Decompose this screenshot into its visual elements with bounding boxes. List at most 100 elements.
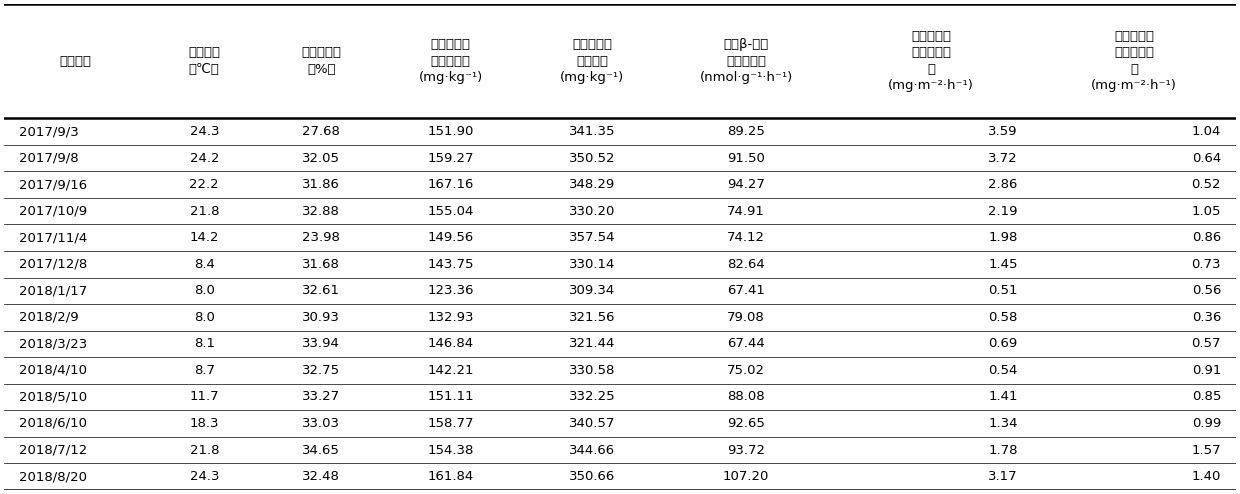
- Text: 74.91: 74.91: [728, 205, 765, 218]
- Text: 土壤水溶性
有机碳含量
(mg·kg⁻¹): 土壤水溶性 有机碳含量 (mg·kg⁻¹): [419, 38, 482, 84]
- Text: 测定日期: 测定日期: [60, 55, 91, 68]
- Text: 8.7: 8.7: [193, 364, 215, 377]
- Text: 24.2: 24.2: [190, 152, 219, 165]
- Text: 14.2: 14.2: [190, 231, 219, 244]
- Text: 123.36: 123.36: [428, 284, 474, 297]
- Text: 0.57: 0.57: [1192, 337, 1221, 350]
- Text: 8.4: 8.4: [193, 258, 215, 271]
- Text: 67.44: 67.44: [728, 337, 765, 350]
- Text: 1.05: 1.05: [1192, 205, 1221, 218]
- Text: 357.54: 357.54: [569, 231, 615, 244]
- Text: 1.34: 1.34: [988, 417, 1018, 430]
- Text: 155.04: 155.04: [428, 205, 474, 218]
- Text: 330.58: 330.58: [569, 364, 615, 377]
- Text: 33.94: 33.94: [303, 337, 340, 350]
- Text: 2017/9/3: 2017/9/3: [19, 125, 78, 138]
- Text: 321.44: 321.44: [569, 337, 615, 350]
- Text: 158.77: 158.77: [428, 417, 474, 430]
- Text: 2017/11/4: 2017/11/4: [19, 231, 87, 244]
- Text: 79.08: 79.08: [728, 311, 765, 324]
- Text: 1.45: 1.45: [988, 258, 1018, 271]
- Text: 67.41: 67.41: [728, 284, 765, 297]
- Text: 332.25: 332.25: [569, 390, 615, 404]
- Text: 2017/10/9: 2017/10/9: [19, 205, 87, 218]
- Text: 32.61: 32.61: [303, 284, 340, 297]
- Text: 30.93: 30.93: [303, 311, 340, 324]
- Text: 91.50: 91.50: [728, 152, 765, 165]
- Text: 2017/9/16: 2017/9/16: [19, 178, 87, 191]
- Text: 149.56: 149.56: [428, 231, 474, 244]
- Text: 167.16: 167.16: [428, 178, 474, 191]
- Text: 土壤含水量
（%）: 土壤含水量 （%）: [301, 46, 341, 76]
- Text: 341.35: 341.35: [569, 125, 615, 138]
- Text: 92.65: 92.65: [728, 417, 765, 430]
- Text: 330.14: 330.14: [569, 258, 615, 271]
- Text: 350.52: 350.52: [569, 152, 615, 165]
- Text: 151.90: 151.90: [428, 125, 474, 138]
- Text: 2018/8/20: 2018/8/20: [19, 470, 87, 483]
- Text: 0.51: 0.51: [988, 284, 1018, 297]
- Text: 11.7: 11.7: [190, 390, 219, 404]
- Text: 31.68: 31.68: [303, 258, 340, 271]
- Text: 0.69: 0.69: [988, 337, 1018, 350]
- Text: 8.0: 8.0: [193, 284, 215, 297]
- Text: 344.66: 344.66: [569, 444, 615, 456]
- Text: 107.20: 107.20: [723, 470, 770, 483]
- Text: 22.2: 22.2: [190, 178, 219, 191]
- Text: 0.58: 0.58: [988, 311, 1018, 324]
- Text: 161.84: 161.84: [428, 470, 474, 483]
- Text: 0.99: 0.99: [1192, 417, 1221, 430]
- Text: 0.54: 0.54: [988, 364, 1018, 377]
- Text: 3.17: 3.17: [988, 470, 1018, 483]
- Text: 1.57: 1.57: [1192, 444, 1221, 456]
- Text: 2018/6/10: 2018/6/10: [19, 417, 87, 430]
- Text: 82.64: 82.64: [728, 258, 765, 271]
- Text: 0.91: 0.91: [1192, 364, 1221, 377]
- Text: 0.73: 0.73: [1192, 258, 1221, 271]
- Text: 21.8: 21.8: [190, 444, 219, 456]
- Text: 0.52: 0.52: [1192, 178, 1221, 191]
- Text: 31.86: 31.86: [303, 178, 340, 191]
- Text: 151.11: 151.11: [428, 390, 474, 404]
- Text: 340.57: 340.57: [569, 417, 615, 430]
- Text: 94.27: 94.27: [728, 178, 765, 191]
- Text: 0.56: 0.56: [1192, 284, 1221, 297]
- Text: 3.59: 3.59: [988, 125, 1018, 138]
- Text: 32.05: 32.05: [303, 152, 340, 165]
- Text: 2.86: 2.86: [988, 178, 1018, 191]
- Text: 34.65: 34.65: [303, 444, 340, 456]
- Text: 350.66: 350.66: [569, 470, 615, 483]
- Text: 32.48: 32.48: [303, 470, 340, 483]
- Text: 24.3: 24.3: [190, 125, 219, 138]
- Text: 142.21: 142.21: [428, 364, 474, 377]
- Text: 33.27: 33.27: [303, 390, 341, 404]
- Text: 1.78: 1.78: [988, 444, 1018, 456]
- Text: 1.04: 1.04: [1192, 125, 1221, 138]
- Text: 309.34: 309.34: [569, 284, 615, 297]
- Text: 89.25: 89.25: [728, 125, 765, 138]
- Text: 2017/9/8: 2017/9/8: [19, 152, 78, 165]
- Text: 2018/2/9: 2018/2/9: [19, 311, 78, 324]
- Text: 2018/5/10: 2018/5/10: [19, 390, 87, 404]
- Text: 1.98: 1.98: [988, 231, 1018, 244]
- Text: 27.68: 27.68: [303, 125, 340, 138]
- Text: 0.36: 0.36: [1192, 311, 1221, 324]
- Text: 32.88: 32.88: [303, 205, 340, 218]
- Text: 348.29: 348.29: [569, 178, 615, 191]
- Text: 8.0: 8.0: [193, 311, 215, 324]
- Text: 毛竹林土壤
自养呼吸速
率
(mg·m⁻²·h⁻¹): 毛竹林土壤 自养呼吸速 率 (mg·m⁻²·h⁻¹): [1091, 30, 1177, 92]
- Text: 23.98: 23.98: [303, 231, 340, 244]
- Text: 24.3: 24.3: [190, 470, 219, 483]
- Text: 0.85: 0.85: [1192, 390, 1221, 404]
- Text: 土壤微生物
量碳含量
(mg·kg⁻¹): 土壤微生物 量碳含量 (mg·kg⁻¹): [560, 38, 625, 84]
- Text: 2018/4/10: 2018/4/10: [19, 364, 87, 377]
- Text: 1.41: 1.41: [988, 390, 1018, 404]
- Text: 毛竹林土壤
异养呼吸速
率
(mg·m⁻²·h⁻¹): 毛竹林土壤 异养呼吸速 率 (mg·m⁻²·h⁻¹): [888, 30, 973, 92]
- Text: 2.19: 2.19: [988, 205, 1018, 218]
- Text: 8.1: 8.1: [193, 337, 215, 350]
- Text: 3.72: 3.72: [988, 152, 1018, 165]
- Text: 2018/7/12: 2018/7/12: [19, 444, 87, 456]
- Text: 330.20: 330.20: [569, 205, 615, 218]
- Text: 146.84: 146.84: [428, 337, 474, 350]
- Text: 21.8: 21.8: [190, 205, 219, 218]
